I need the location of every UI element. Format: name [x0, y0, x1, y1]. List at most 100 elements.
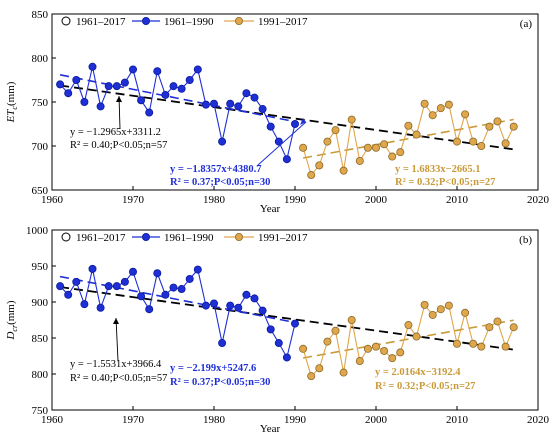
data-point	[80, 98, 89, 107]
legend-marker-early	[141, 232, 150, 241]
data-point	[477, 141, 486, 150]
data-point	[153, 269, 162, 278]
data-point	[56, 282, 65, 291]
data-point	[209, 99, 218, 108]
data-point	[169, 82, 178, 91]
data-point	[64, 290, 73, 299]
series-line-late	[302, 303, 515, 378]
data-point	[266, 325, 275, 334]
data-point	[177, 84, 186, 93]
x-tick-label: 1990	[284, 194, 307, 206]
legend-label-late: 1991–2017	[258, 16, 308, 28]
y-tick-label: 750	[32, 405, 49, 417]
data-point	[234, 102, 243, 111]
x-tick-label: 2020	[527, 194, 550, 206]
data-point	[153, 67, 162, 76]
data-point	[137, 292, 146, 301]
data-point	[339, 368, 348, 377]
data-point	[242, 290, 251, 299]
data-point	[380, 140, 389, 149]
data-point	[137, 96, 146, 105]
annotation-early-equation: y = −1.8357x+4380.7	[170, 164, 261, 175]
data-point	[226, 99, 235, 108]
y-axis-label-main: ET	[5, 109, 17, 124]
legend-label-all: 1961–2017	[76, 16, 126, 28]
annotation-late-equation: y = 2.0164x−3192.4	[375, 367, 461, 378]
data-point	[226, 301, 235, 310]
data-point	[282, 353, 291, 362]
data-point	[120, 78, 129, 87]
data-point	[104, 82, 113, 91]
annotation-late-stats: R² = 0.32;P<0.05;n=27	[395, 177, 495, 188]
data-point	[412, 332, 421, 341]
data-point	[469, 137, 478, 146]
legend-label-early: 1961–1990	[164, 232, 214, 244]
annotation-late-equation: y = 1.6833x−2665.1	[395, 164, 480, 175]
data-point	[185, 274, 194, 283]
annotation-arrow-all	[116, 96, 122, 102]
x-tick-label: 1970	[122, 194, 145, 206]
y-axis-label-sub: c	[10, 106, 19, 110]
legend-label-early: 1961–1990	[164, 16, 214, 28]
data-point	[452, 137, 461, 146]
trend-line-early	[59, 275, 296, 324]
data-point	[169, 283, 178, 292]
data-point	[177, 285, 186, 294]
annotation-early-stats: R² = 0.37;P<0.05;n=30	[170, 177, 270, 188]
data-point	[112, 282, 121, 291]
y-tick-label: 900	[32, 297, 49, 309]
y-tick-label: 850	[32, 9, 49, 21]
data-point	[331, 326, 340, 335]
data-point	[436, 104, 445, 113]
data-point	[501, 342, 510, 351]
data-point	[307, 171, 316, 180]
data-point	[185, 76, 194, 85]
data-point	[64, 89, 73, 98]
x-tick-label: 2000	[365, 194, 388, 206]
y-tick-label: 1000	[26, 225, 49, 237]
legend-marker-all	[61, 16, 71, 26]
data-point	[96, 102, 105, 111]
data-point	[104, 282, 113, 291]
y-tick-label: 700	[32, 141, 49, 153]
y-axis-label-unit: (mm)	[5, 81, 17, 106]
data-point	[388, 152, 397, 161]
data-point	[266, 122, 275, 131]
data-point	[128, 65, 137, 74]
legend: 1961–2017 1961–1990 1991–2017	[61, 16, 308, 28]
y-tick-label: 850	[32, 333, 49, 345]
data-point	[299, 344, 308, 353]
annotation-late-stats: R² = 0.32;P<0.05;n=27	[375, 381, 475, 392]
annotation-arrow-early	[300, 118, 306, 125]
data-point	[428, 310, 437, 319]
chart-panel-a: 1960 1970 1980 1990 2000 2010 2020 650 700 750 800…	[5, 9, 550, 215]
y-tick-label: 800	[32, 53, 49, 65]
data-point	[145, 305, 154, 314]
data-point	[193, 265, 202, 274]
chart-panel-b: 1960 1970 1980 1990 2000 2010 2020 750 800 850 900…	[5, 225, 550, 435]
data-point	[218, 339, 227, 348]
data-point	[501, 139, 510, 148]
data-point	[72, 76, 81, 85]
trend-line-late	[302, 118, 514, 159]
data-point	[404, 121, 413, 130]
data-point	[380, 346, 389, 355]
annotation-early-equation: y = −2.199x+5247.6	[170, 363, 256, 374]
data-point	[88, 62, 97, 71]
data-point	[96, 303, 105, 312]
data-point	[290, 120, 299, 129]
x-tick-label: 1980	[203, 414, 226, 426]
data-point	[444, 100, 453, 109]
data-point	[145, 108, 154, 117]
data-point	[363, 344, 372, 353]
data-point	[299, 143, 308, 152]
trend-line-early	[59, 74, 296, 123]
data-point	[120, 277, 129, 286]
data-point	[88, 264, 97, 273]
data-point	[218, 137, 227, 146]
data-point	[112, 82, 121, 91]
x-axis-label: Year	[260, 203, 281, 215]
annotation-early-stats: R² = 0.37;P<0.05;n=30	[170, 377, 270, 388]
x-tick-label: 1970	[122, 414, 145, 426]
